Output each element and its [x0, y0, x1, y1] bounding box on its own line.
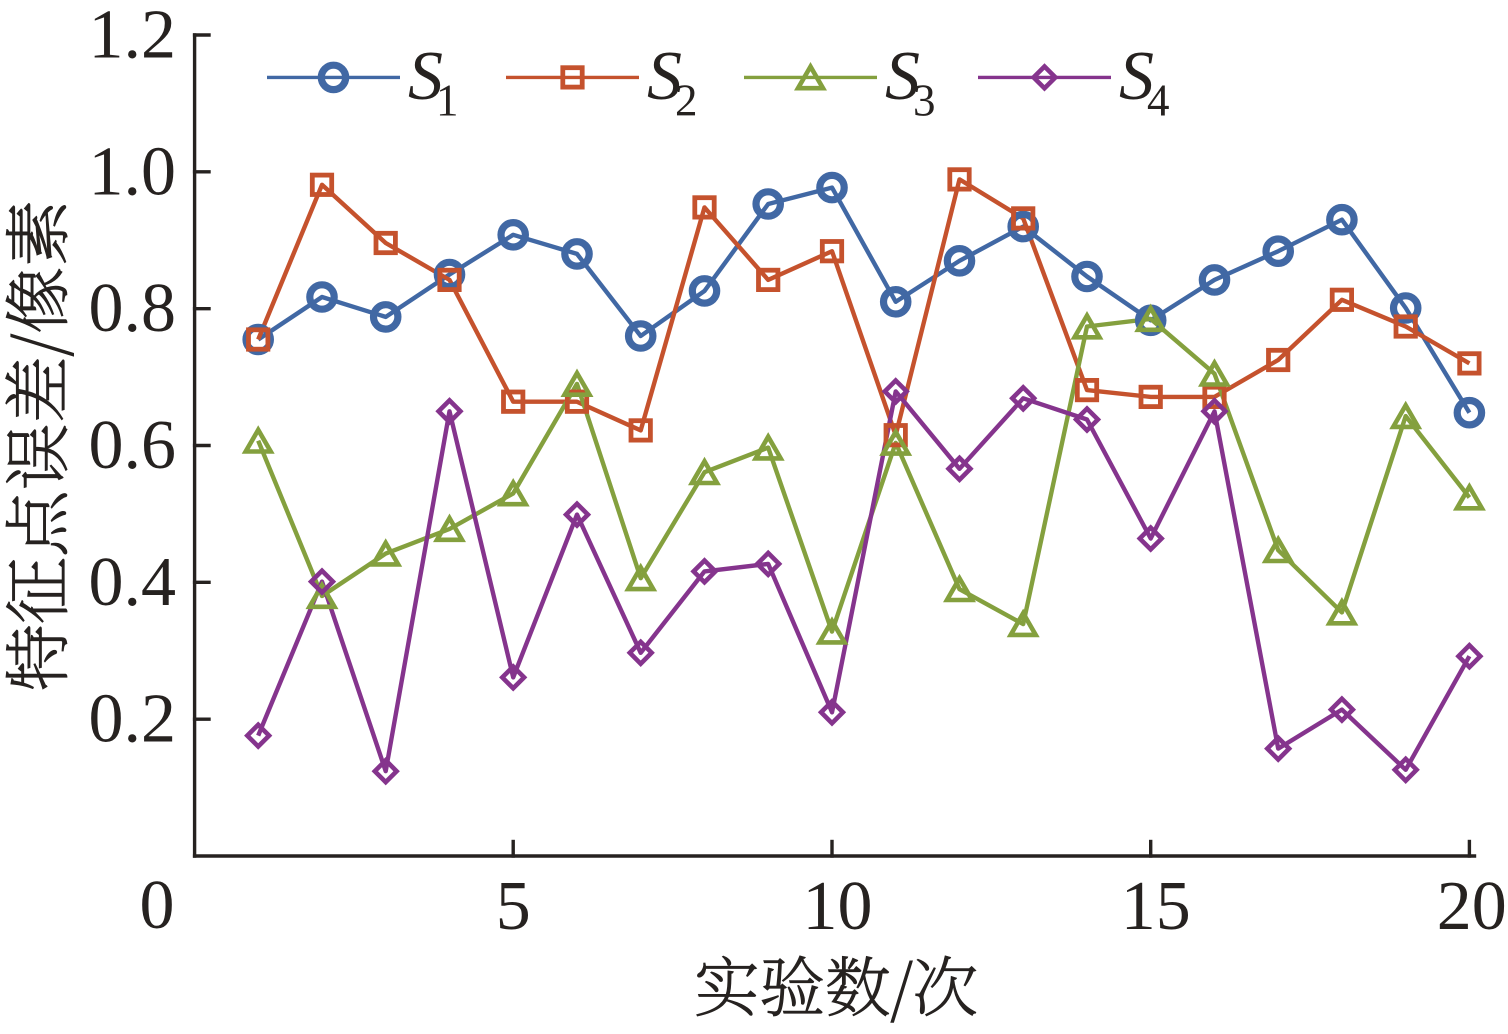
svg-text:20: 20 [1437, 868, 1507, 945]
svg-text:S: S [885, 38, 920, 115]
svg-text:S: S [1119, 38, 1154, 115]
svg-text:0.4: 0.4 [89, 544, 177, 621]
svg-text:0: 0 [140, 867, 175, 944]
svg-text:1.0: 1.0 [89, 133, 177, 210]
svg-text:10: 10 [803, 868, 873, 945]
svg-text:0.2: 0.2 [89, 681, 177, 758]
svg-text:0.8: 0.8 [89, 270, 177, 347]
svg-text:1: 1 [436, 76, 459, 126]
svg-text:15: 15 [1121, 868, 1191, 945]
svg-text:S: S [647, 38, 682, 115]
svg-text:0.6: 0.6 [89, 407, 177, 484]
svg-text:4: 4 [1147, 76, 1170, 126]
svg-text:3: 3 [913, 76, 936, 126]
svg-text:5: 5 [496, 868, 531, 945]
svg-text:S: S [408, 38, 443, 115]
svg-text:2: 2 [675, 76, 698, 126]
svg-text:1.2: 1.2 [89, 0, 177, 74]
